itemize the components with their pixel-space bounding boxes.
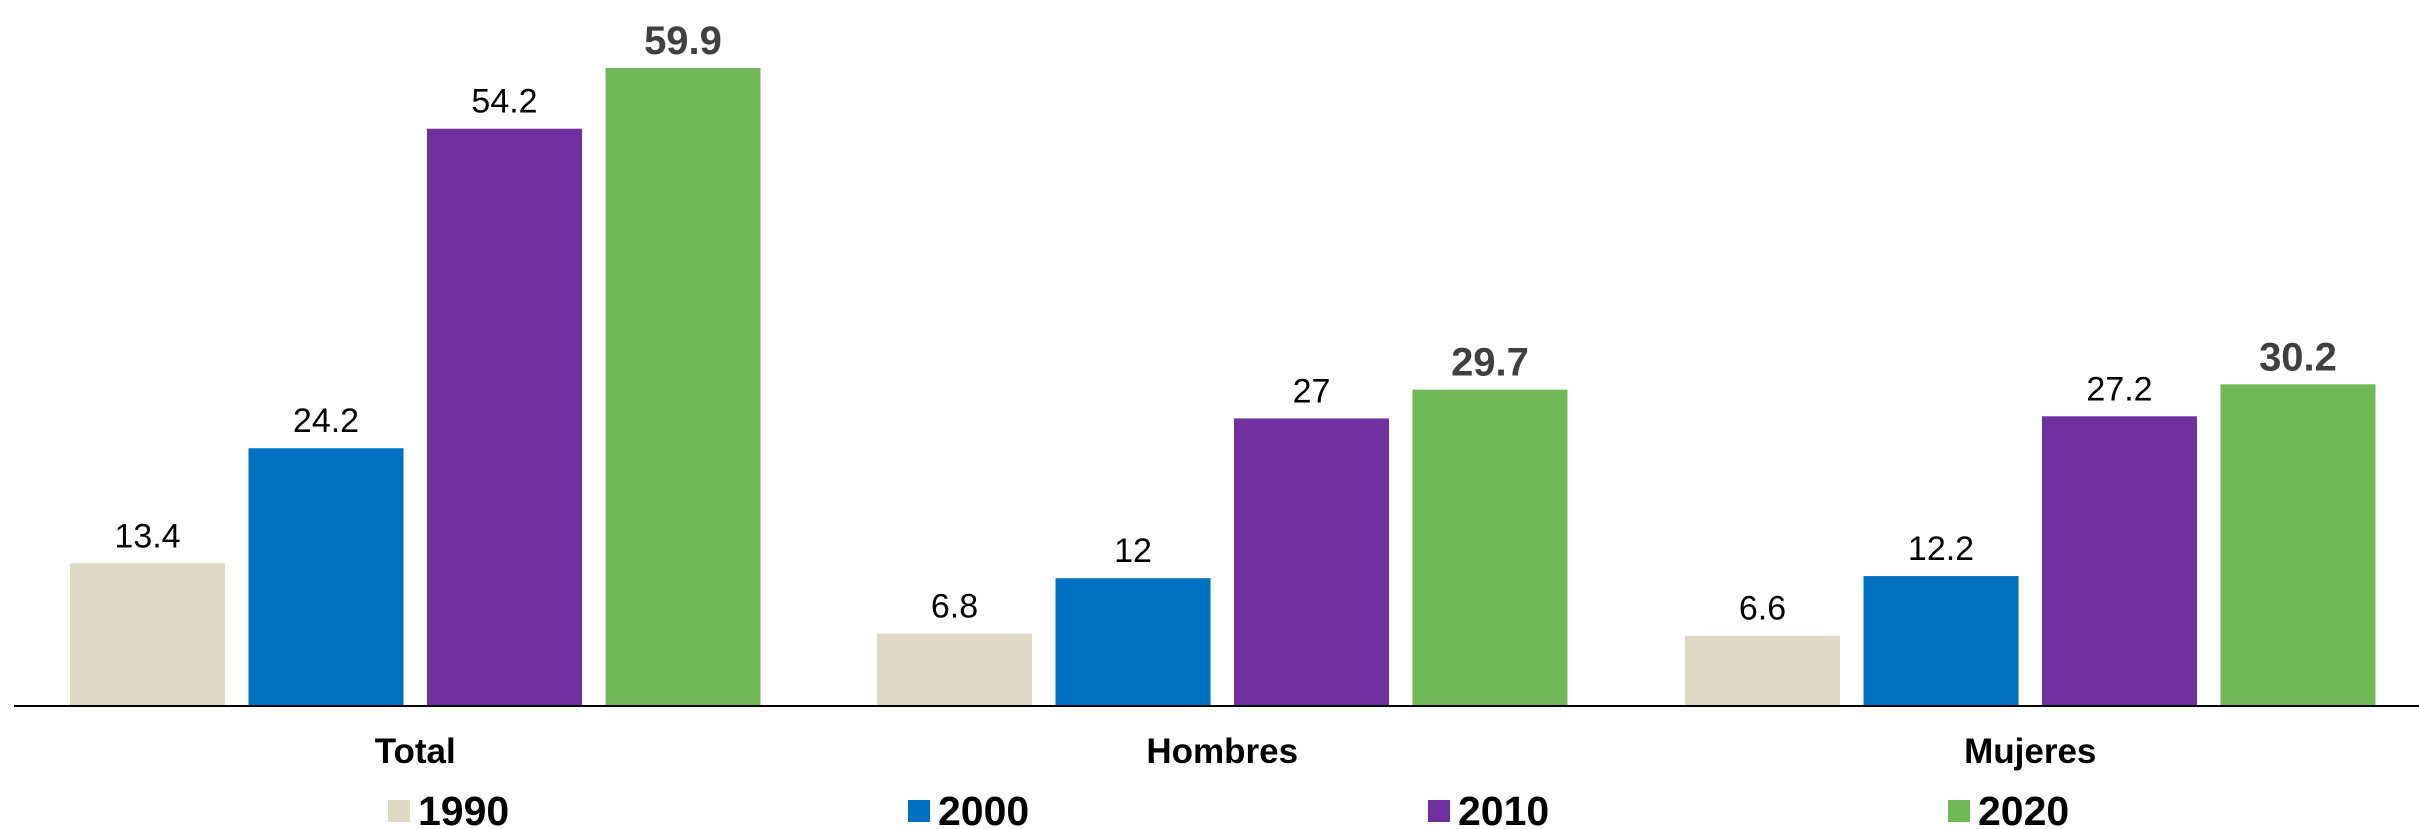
value-label-mujeres-2010: 27.2 [2086,370,2152,408]
legend-item-1990: 1990 [388,788,509,829]
value-label-mujeres-2020: 30.2 [2259,335,2337,379]
legend-item-2020: 2020 [1948,788,2069,829]
legend-item-2000: 2000 [908,788,1029,829]
value-label-mujeres-1990: 6.6 [1739,590,1786,628]
legend: 1990 2000 2010 2020 [388,788,2069,829]
category-label-total: Total [375,732,456,771]
bars-layer [70,68,2376,706]
bar-total-2020 [605,68,761,706]
bar-hombres-2010 [1234,418,1389,706]
bar-mujeres-2020 [2220,384,2376,706]
bar-hombres-2020 [1412,389,1568,706]
value-label-total-2000: 24.2 [293,402,359,440]
value-labels-layer: 13.4 24.2 54.2 59.9 6.8 12 27 29.7 6.6 12.2 27.2 30… [114,19,2337,628]
legend-item-2010: 2010 [1428,788,1549,829]
category-label-mujeres: Mujeres [1964,732,2096,771]
bar-mujeres-1990 [1685,635,1840,706]
bar-hombres-2000 [1055,578,1211,706]
bar-hombres-1990 [877,633,1032,706]
value-label-total-1990: 13.4 [114,517,180,555]
value-label-total-2010: 54.2 [471,83,537,121]
legend-swatch-1990 [388,800,410,822]
bar-total-2010 [427,128,582,706]
legend-label-2010: 2010 [1458,788,1549,829]
category-label-hombres: Hombres [1146,732,1298,771]
legend-label-1990: 1990 [418,788,509,829]
legend-swatch-2000 [908,800,930,822]
value-label-hombres-1990: 6.8 [931,588,978,626]
bar-total-1990 [70,563,225,706]
legend-label-2000: 2000 [938,788,1029,829]
value-label-hombres-2020: 29.7 [1451,341,1529,385]
value-label-total-2020: 59.9 [644,19,722,63]
legend-swatch-2020 [1948,800,1970,822]
value-label-hombres-2010: 27 [1293,372,1331,410]
value-label-hombres-2000: 12 [1114,532,1152,570]
legend-swatch-2010 [1428,800,1450,822]
legend-label-2020: 2020 [1978,788,2069,829]
bar-mujeres-2010 [2042,416,2197,706]
category-labels-layer: Total Hombres Mujeres [375,732,2097,771]
value-label-mujeres-2000: 12.2 [1908,530,1974,568]
bar-mujeres-2000 [1863,576,2019,706]
bar-total-2000 [248,448,404,706]
